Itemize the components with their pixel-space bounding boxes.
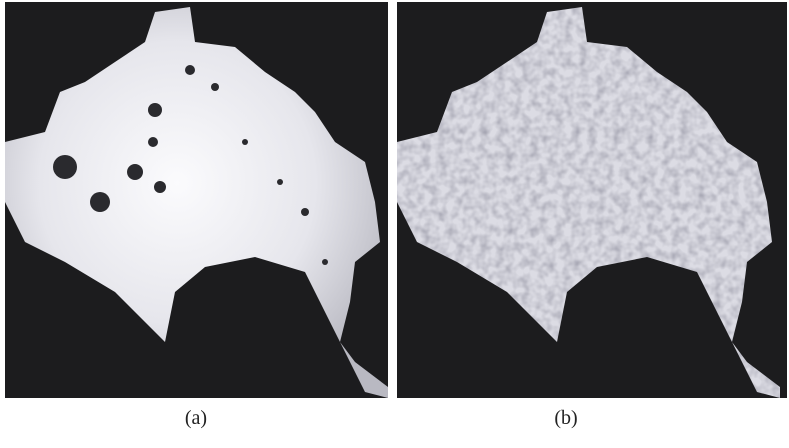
panel-label: (a) — [185, 407, 207, 429]
panel-b — [397, 2, 787, 398]
panel-label: (b) — [554, 407, 577, 429]
figure: (a) (b) — [0, 0, 789, 443]
panel-a — [5, 2, 388, 398]
